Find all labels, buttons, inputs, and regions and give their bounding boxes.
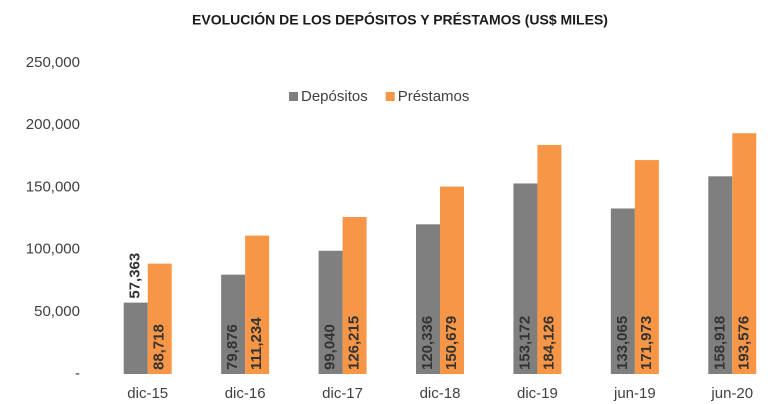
y-tick-label: - <box>75 365 80 382</box>
data-label: 88,718 <box>151 324 168 370</box>
bar <box>537 144 562 374</box>
legend-swatch <box>289 92 298 101</box>
bar <box>708 176 733 374</box>
x-tick-label: dic-19 <box>517 385 558 402</box>
y-tick-label: 100,000 <box>26 241 80 258</box>
bar <box>416 224 440 374</box>
data-label: 171,973 <box>638 316 655 370</box>
bar <box>245 235 270 374</box>
data-label: 158,918 <box>711 316 728 370</box>
x-tick-label: dic-15 <box>127 385 168 402</box>
data-label: 111,234 <box>248 317 265 370</box>
y-tick-label: 50,000 <box>34 303 80 320</box>
legend-label: Préstamos <box>398 88 470 105</box>
chart-title: EVOLUCIÓN DE LOS DEPÓSITOS Y PRÉSTAMOS (… <box>192 11 608 28</box>
data-label: 193,576 <box>735 316 752 370</box>
y-tick-label: 150,000 <box>26 178 80 195</box>
bar <box>221 274 246 374</box>
x-tick-label: dic-16 <box>225 385 266 402</box>
bar <box>732 133 757 374</box>
data-label: 120,336 <box>419 316 436 370</box>
data-label: 150,679 <box>443 316 460 370</box>
x-tick-label: dic-18 <box>420 385 461 402</box>
bar <box>123 302 148 374</box>
x-tick-label: jun-20 <box>710 385 753 402</box>
bar <box>440 186 464 374</box>
bar <box>342 216 367 374</box>
data-label: 79,876 <box>224 324 241 370</box>
bar <box>513 183 538 374</box>
legend-label: Depósitos <box>301 88 368 105</box>
bar <box>634 160 659 374</box>
y-tick-label: 200,000 <box>26 116 80 133</box>
data-label: 57,363 <box>127 253 144 299</box>
bar <box>610 208 635 374</box>
bar <box>318 250 343 374</box>
data-label: 153,172 <box>516 316 533 370</box>
data-label: 99,040 <box>322 324 339 370</box>
x-tick-label: jun-19 <box>613 385 656 402</box>
data-label: 126,215 <box>346 316 363 370</box>
legend-swatch <box>385 92 395 101</box>
data-label: 184,126 <box>540 316 557 370</box>
bar <box>147 263 172 374</box>
y-tick-label: 250,000 <box>26 54 80 71</box>
data-label: 133,065 <box>614 316 631 370</box>
x-tick-label: dic-17 <box>322 385 363 402</box>
